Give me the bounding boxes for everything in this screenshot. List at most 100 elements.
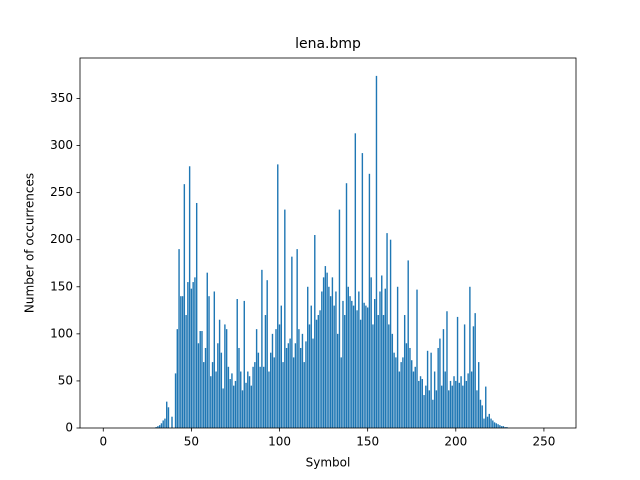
y-tick-label: 250 — [50, 185, 73, 199]
bar — [345, 183, 348, 428]
bar — [229, 379, 231, 428]
bar — [374, 299, 376, 428]
bar — [178, 249, 180, 428]
bar — [365, 305, 367, 428]
bar — [347, 286, 349, 428]
bar — [222, 388, 224, 428]
bar — [432, 399, 434, 428]
bar — [247, 371, 249, 428]
bar — [481, 405, 483, 428]
bar — [396, 286, 399, 428]
bar — [384, 288, 386, 428]
y-axis-label: Number of occurrences — [23, 173, 37, 313]
bar — [282, 362, 284, 428]
bar — [255, 329, 258, 428]
bar — [407, 260, 409, 428]
bar — [266, 280, 268, 428]
bar — [298, 329, 300, 428]
bar — [291, 256, 293, 428]
bar — [208, 296, 210, 428]
bar — [476, 390, 478, 428]
bar — [287, 343, 290, 428]
bar — [430, 352, 432, 428]
x-axis-label: Symbol — [306, 456, 351, 470]
bar — [506, 427, 508, 428]
bar — [180, 296, 182, 428]
bar — [409, 347, 411, 428]
y-tick-label: 350 — [50, 91, 73, 105]
bar — [451, 385, 453, 428]
bar — [240, 371, 242, 428]
bar — [188, 166, 191, 428]
bar — [181, 296, 184, 428]
bar — [303, 362, 305, 428]
bar — [338, 209, 341, 428]
bar — [370, 277, 372, 428]
bar — [248, 376, 251, 428]
bar — [433, 371, 436, 428]
bar — [167, 407, 170, 428]
bar — [477, 362, 480, 428]
bar — [361, 153, 364, 429]
bar — [502, 426, 505, 428]
plot-frame — [79, 57, 577, 429]
bar — [275, 329, 277, 428]
bar — [192, 282, 194, 428]
bar — [344, 315, 346, 428]
bar — [225, 329, 228, 428]
bar — [210, 376, 212, 428]
bar — [467, 373, 469, 428]
bar — [465, 380, 468, 428]
bar — [460, 376, 462, 428]
bar — [224, 324, 226, 428]
bar — [294, 343, 297, 428]
bar — [194, 277, 196, 428]
bar — [479, 399, 482, 428]
bar — [435, 390, 438, 428]
bar — [190, 288, 193, 428]
y-tick-label: 0 — [65, 421, 73, 435]
bar — [449, 380, 452, 428]
bar — [262, 366, 265, 428]
bar — [414, 366, 416, 428]
bar — [280, 305, 282, 428]
bar — [363, 302, 365, 428]
bar — [372, 324, 374, 428]
bar — [284, 209, 286, 428]
bar — [354, 133, 357, 429]
bar — [157, 426, 159, 428]
bar — [324, 266, 327, 428]
bar — [166, 401, 168, 428]
bar — [164, 418, 166, 428]
bar — [231, 373, 233, 428]
bar — [259, 366, 261, 428]
bar — [351, 300, 353, 428]
bar — [442, 329, 445, 428]
bar — [236, 299, 238, 428]
bar — [278, 324, 281, 428]
bar — [405, 343, 408, 428]
x-tick-label: 200 — [444, 435, 467, 449]
bar — [403, 315, 406, 428]
bar — [336, 333, 339, 428]
bar — [425, 385, 427, 428]
bar — [155, 427, 157, 428]
bar — [486, 416, 489, 428]
bar — [492, 420, 494, 428]
y-tick-label: 200 — [50, 232, 73, 246]
bar — [440, 385, 443, 428]
bar — [220, 352, 223, 428]
bar — [315, 319, 318, 428]
bar — [490, 418, 492, 428]
bar — [187, 282, 189, 428]
bar — [227, 366, 230, 428]
bar — [331, 277, 334, 428]
bar — [201, 331, 203, 428]
bar — [375, 75, 378, 429]
bar — [377, 315, 379, 428]
bar — [388, 324, 390, 428]
bar — [448, 390, 450, 428]
y-tick-label: 300 — [50, 138, 73, 152]
bar — [495, 423, 498, 428]
bar — [462, 385, 464, 428]
